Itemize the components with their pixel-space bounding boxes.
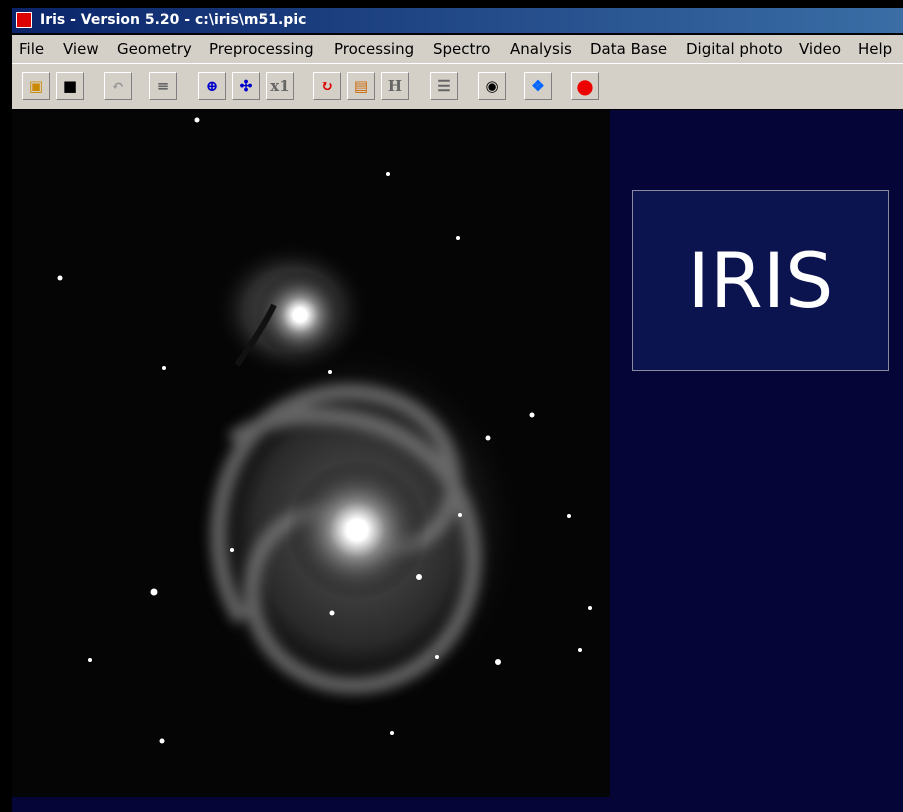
center-button[interactable]: ⊕ [198, 72, 226, 100]
palette-button[interactable]: ▤ [347, 72, 375, 100]
undo-button[interactable]: ↶ [104, 72, 132, 100]
star-button[interactable]: ❖ [524, 72, 552, 100]
record-button[interactable]: ● [571, 72, 599, 100]
menu-item[interactable]: Data Base [590, 40, 668, 58]
title-bar: Iris - Version 5.20 - c:\iris\m51.pic [12, 8, 903, 33]
window-title: Iris - Version 5.20 - c:\iris\m51.pic [40, 12, 307, 28]
rotate-button[interactable]: ↻ [313, 72, 341, 100]
histogram-button[interactable]: H [381, 72, 409, 100]
logo: IRIS [632, 190, 889, 371]
toolbar: ▣ ■ ↶ ≡ ⊕ ✣ x1 ↻ ▤ H ☰ ◉ ❖ ● [12, 63, 903, 109]
app-icon [16, 12, 32, 28]
menu-item[interactable]: View [63, 40, 99, 58]
save-button[interactable]: ■ [56, 72, 84, 100]
menu-item[interactable]: Spectro [433, 40, 491, 58]
desktop-background [12, 797, 610, 812]
image-view [12, 110, 610, 797]
menu-item[interactable]: Help [858, 40, 893, 58]
open-button[interactable]: ▣ [22, 72, 50, 100]
menu-item[interactable]: Video [799, 40, 842, 58]
list-button[interactable]: ☰ [430, 72, 458, 100]
menu-item[interactable]: Preprocessing [209, 40, 314, 58]
menu-item[interactable]: Geometry [117, 40, 192, 58]
camera-button[interactable]: ◉ [478, 72, 506, 100]
menu-item[interactable]: File [19, 40, 45, 58]
menu-item[interactable]: Analysis [510, 40, 572, 58]
menu-bar: File View Geometry Preprocessing Processing S… [12, 35, 903, 63]
menu-item[interactable]: Digital photo [686, 40, 783, 58]
move-button[interactable]: ✣ [232, 72, 260, 100]
menu-item[interactable]: Processing [334, 40, 415, 58]
zoom-button[interactable]: x1 [266, 72, 294, 100]
threshold-button[interactable]: ≡ [149, 72, 177, 100]
